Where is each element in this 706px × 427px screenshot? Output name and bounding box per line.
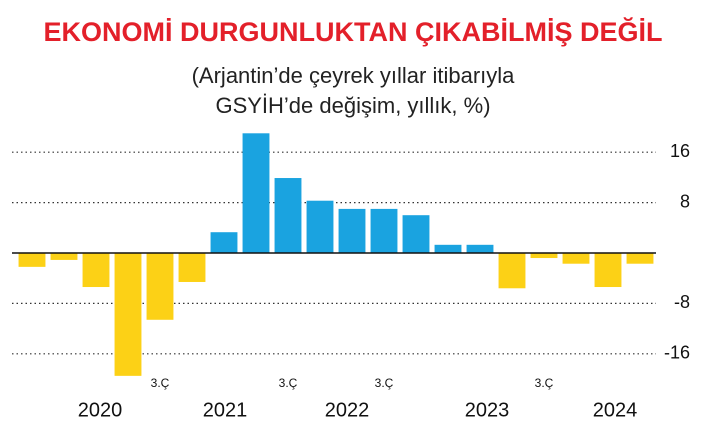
x-tick-label: 3.Ç: [375, 376, 394, 390]
bar: [178, 253, 206, 282]
subtitle: GSYİH’de değişim, yıllık, %): [215, 93, 490, 118]
year-label: 2021: [203, 399, 248, 421]
year-label: 2020: [78, 399, 123, 421]
bar: [338, 208, 366, 253]
bar: [50, 253, 78, 260]
bar: [562, 253, 590, 264]
bar: [498, 253, 526, 289]
bar: [594, 253, 622, 288]
bar: [210, 232, 238, 253]
bar: [242, 133, 270, 253]
year-label: 2023: [465, 399, 510, 421]
bar: [18, 253, 46, 267]
bar: [306, 200, 334, 253]
y-tick-label: -8: [674, 292, 690, 312]
bar: [530, 253, 558, 259]
year-label: 2024: [593, 399, 638, 421]
bar: [82, 253, 110, 288]
bar: [626, 253, 654, 264]
year-label: 2022: [325, 399, 370, 421]
subtitle: (Arjantin’de çeyrek yıllar itibarıyla: [192, 63, 516, 88]
x-tick-label: 3.Ç: [279, 376, 298, 390]
y-tick-label: 16: [670, 141, 690, 161]
bar: [274, 178, 302, 253]
chart-title: EKONOMİ DURGUNLUKTAN ÇIKABİLMİŞ DEĞİL: [44, 16, 663, 47]
bar: [146, 253, 174, 320]
bar: [402, 215, 430, 253]
y-tick-label: -16: [664, 343, 690, 363]
x-tick-label: 3.Ç: [151, 376, 170, 390]
bar: [370, 208, 398, 253]
y-tick-label: 8: [680, 191, 690, 211]
x-tick-label: 3.Ç: [535, 376, 554, 390]
bar: [466, 244, 494, 253]
bar: [114, 253, 142, 376]
bar: [434, 244, 462, 253]
